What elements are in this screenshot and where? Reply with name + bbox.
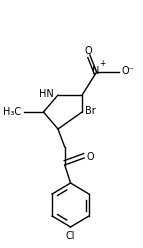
- Text: O: O: [85, 46, 92, 56]
- Text: O: O: [87, 152, 95, 162]
- Text: N: N: [92, 66, 99, 76]
- Text: HN: HN: [39, 89, 54, 99]
- Text: +: +: [100, 59, 106, 67]
- Text: H₃C: H₃C: [3, 107, 21, 117]
- Text: Cl: Cl: [66, 231, 75, 241]
- Text: O⁻: O⁻: [122, 66, 134, 76]
- Text: Br: Br: [85, 106, 96, 116]
